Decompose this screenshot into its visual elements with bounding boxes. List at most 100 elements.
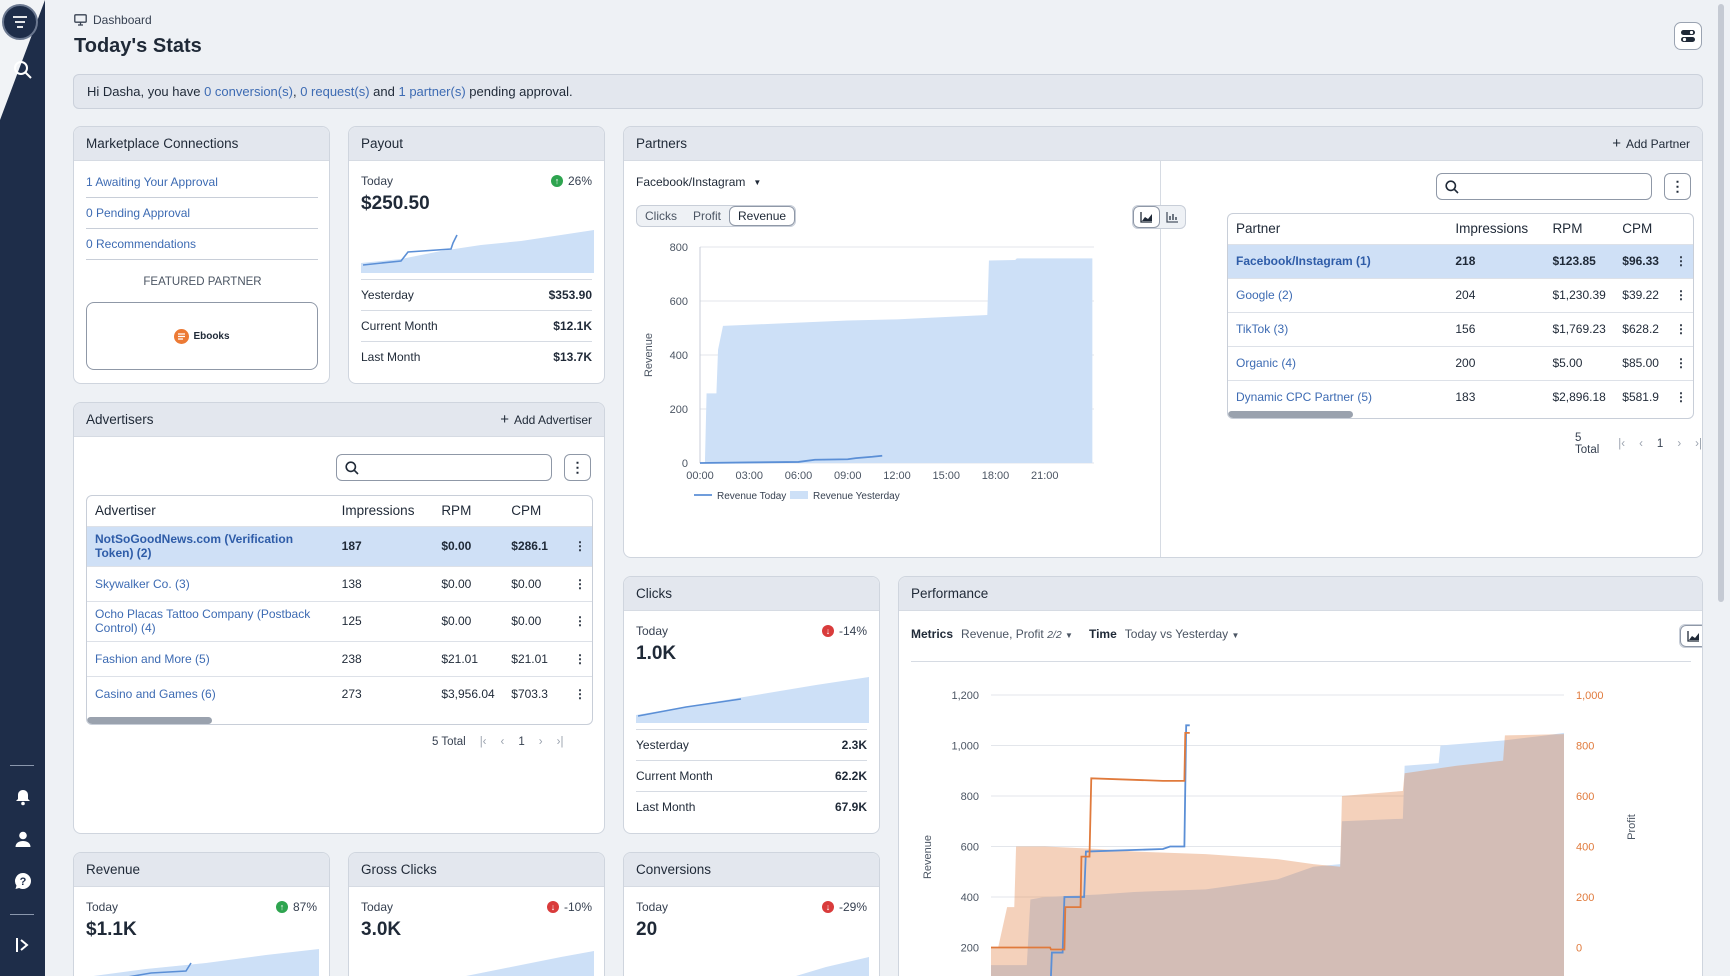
breadcrumb: Dashboard <box>74 13 152 27</box>
notifications-button[interactable] <box>6 780 40 814</box>
horizontal-scrollbar[interactable] <box>1228 411 1353 418</box>
partner-name[interactable]: Organic (4) <box>1228 345 1448 380</box>
y-tick-label: 0 <box>682 458 688 470</box>
segment-revenue[interactable]: Revenue <box>729 206 796 226</box>
bell-icon <box>16 790 30 806</box>
partner-source-value: Facebook/Instagram <box>636 175 746 189</box>
row-menu-button[interactable]: ⋮ <box>565 565 592 601</box>
partner-name[interactable]: TikTok (3) <box>1228 311 1448 346</box>
table-row[interactable]: Skywalker Co. (3) 138 $0.00 $0.00 ⋮ <box>87 565 592 601</box>
search-button[interactable] <box>6 53 40 87</box>
table-row[interactable]: Casino and Games (6) 273 $3,956.04 $703.… <box>87 675 592 711</box>
column-header[interactable]: CPM <box>511 503 542 519</box>
row-menu-button[interactable]: ⋮ <box>1666 243 1693 278</box>
table-row[interactable]: Google (2) 204 $1,230.39 $39.22 ⋮ <box>1228 277 1693 312</box>
page-number[interactable]: 1 <box>518 736 525 748</box>
partner-name[interactable]: Facebook/Instagram (1) <box>1228 243 1448 278</box>
row-menu-button[interactable]: ⋮ <box>565 600 592 641</box>
area-chart-button[interactable] <box>1680 625 1702 647</box>
row-menu-button[interactable]: ⋮ <box>1666 345 1693 380</box>
advertisers-search-input[interactable] <box>336 454 552 481</box>
advertiser-name[interactable]: Fashion and More (5) <box>87 640 334 676</box>
partner-source-dropdown[interactable]: Facebook/Instagram ▼ <box>636 175 761 189</box>
first-page-button[interactable]: |‹ <box>1618 438 1626 450</box>
help-button[interactable]: ? <box>6 864 40 898</box>
search-icon <box>345 460 359 475</box>
first-page-button[interactable]: |‹ <box>479 736 487 748</box>
table-row[interactable]: TikTok (3) 156 $1,769.23 $628.2 ⋮ <box>1228 311 1693 346</box>
column-header[interactable]: Partner <box>1236 221 1281 237</box>
page-scrollbar[interactable] <box>1712 0 1730 976</box>
partner-name[interactable]: Google (2) <box>1228 277 1448 312</box>
column-header[interactable]: CPM <box>1622 221 1653 237</box>
impressions-cell: 273 <box>333 675 434 711</box>
prev-page-button[interactable]: ‹ <box>500 736 505 748</box>
advertiser-name[interactable]: NotSoGoodNews.com (Verification Token) (… <box>87 525 334 566</box>
area-chart-button[interactable] <box>1133 206 1160 228</box>
row-menu-button[interactable]: ⋮ <box>1666 379 1693 414</box>
row-menu-button[interactable]: ⋮ <box>1666 277 1693 312</box>
table-row[interactable]: Facebook/Instagram (1) 218 $123.85 $96.3… <box>1228 243 1693 278</box>
featured-partner-tile[interactable]: Ebooks <box>86 302 318 370</box>
change-percent: ↑ 26% <box>550 174 592 188</box>
row-menu-button[interactable]: ⋮ <box>565 525 592 566</box>
pending-approval-link[interactable]: 0 Pending Approval <box>86 198 318 229</box>
last-page-button[interactable]: ›| <box>1695 438 1702 450</box>
advertiser-name[interactable]: Ocho Placas Tattoo Company (Postback Con… <box>87 600 334 641</box>
advertisers-more-button[interactable]: ⋮ <box>564 454 591 481</box>
featured-partner-name: Ebooks <box>193 330 230 342</box>
table-row[interactable]: Fashion and More (5) 238 $21.01 $21.01 ⋮ <box>87 640 592 676</box>
column-header[interactable]: Impressions <box>341 503 415 519</box>
table-row[interactable]: NotSoGoodNews.com (Verification Token) (… <box>87 525 592 566</box>
column-header[interactable]: Advertiser <box>95 503 156 519</box>
trend-up-icon: ↑ <box>550 175 563 187</box>
next-page-button[interactable]: › <box>1677 438 1682 450</box>
metrics-dropdown[interactable]: Revenue, Profit 2/2 ▼ <box>961 627 1073 641</box>
horizontal-scrollbar[interactable] <box>87 717 212 724</box>
segment-clicks[interactable]: Clicks <box>645 209 677 223</box>
column-header[interactable]: RPM <box>1552 221 1583 237</box>
row-menu-button[interactable]: ⋮ <box>565 640 592 676</box>
recommendations-link[interactable]: 0 Recommendations <box>86 229 318 260</box>
page-scrollbar-thumb[interactable] <box>1718 4 1724 602</box>
breadcrumb-label[interactable]: Dashboard <box>93 13 152 27</box>
row-menu-button[interactable]: ⋮ <box>565 675 592 711</box>
performance-card: Performance Metrics Revenue, Profit 2/2 … <box>898 576 1703 976</box>
row-label: Last Month <box>636 800 696 814</box>
legend-swatch-yesterday <box>790 491 808 499</box>
last-page-button[interactable]: ›| <box>556 736 564 748</box>
awaiting-approval-link[interactable]: 1 Awaiting Your Approval <box>86 167 318 198</box>
profit-today-line <box>991 731 1190 951</box>
requests-link[interactable]: 0 request(s) <box>300 84 370 99</box>
bar-chart-button[interactable] <box>1160 206 1185 228</box>
partners-link[interactable]: 1 partner(s) <box>398 84 466 99</box>
partners-search-input[interactable] <box>1436 173 1652 200</box>
next-page-button[interactable]: › <box>538 736 543 748</box>
column-header[interactable]: Impressions <box>1455 221 1529 237</box>
prev-page-button[interactable]: ‹ <box>1639 438 1643 450</box>
page-number[interactable]: 1 <box>1656 438 1664 450</box>
partners-more-button[interactable]: ⋮ <box>1664 173 1691 200</box>
toggle-settings-icon <box>1681 30 1695 42</box>
advertiser-name[interactable]: Casino and Games (6) <box>87 675 334 711</box>
table-row[interactable]: Dynamic CPC Partner (5) 183 $2,896.18 $5… <box>1228 379 1693 414</box>
advertiser-name[interactable]: Skywalker Co. (3) <box>87 565 334 601</box>
time-dropdown[interactable]: Today vs Yesterday ▼ <box>1125 627 1240 641</box>
impressions-cell: 183 <box>1447 379 1545 414</box>
menu-toggle-button[interactable] <box>2 4 38 40</box>
layout-settings-button[interactable] <box>1674 22 1702 50</box>
partner-name[interactable]: Dynamic CPC Partner (5) <box>1228 379 1448 414</box>
performance-filters: Metrics Revenue, Profit 2/2 ▼ Time Today… <box>911 627 1239 641</box>
add-partner-button[interactable]: + Add Partner <box>1612 135 1690 152</box>
conversions-link[interactable]: 0 conversion(s) <box>204 84 293 99</box>
account-button[interactable] <box>6 822 40 856</box>
expand-sidebar-button[interactable] <box>6 928 40 962</box>
table-row[interactable]: Ocho Placas Tattoo Company (Postback Con… <box>87 600 592 641</box>
row-menu-button[interactable]: ⋮ <box>1666 311 1693 346</box>
row-value: $13.7K <box>553 350 592 364</box>
add-advertiser-button[interactable]: + Add Advertiser <box>500 411 592 428</box>
column-header[interactable]: RPM <box>441 503 472 519</box>
time-label: Time <box>1088 627 1117 641</box>
table-row[interactable]: Organic (4) 200 $5.00 $85.00 ⋮ <box>1228 345 1693 380</box>
segment-profit[interactable]: Profit <box>693 209 722 223</box>
